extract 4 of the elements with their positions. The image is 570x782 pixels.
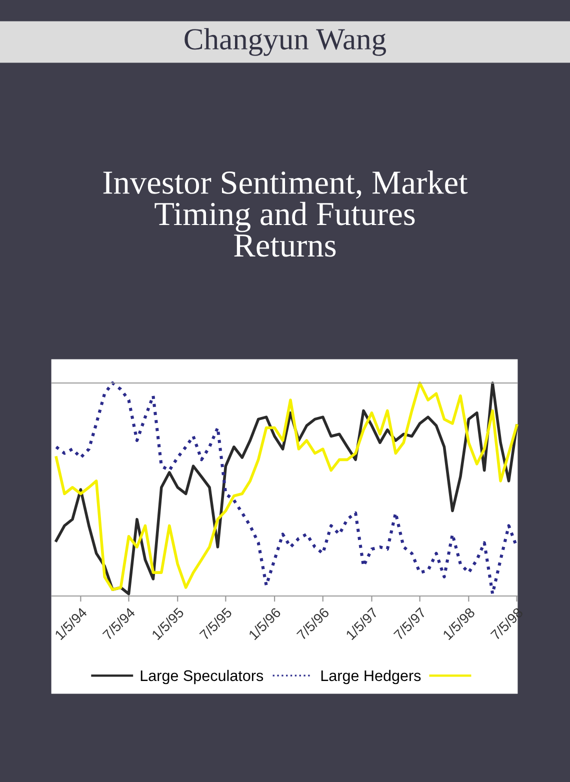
legend-label: Large Hedgers xyxy=(321,670,421,684)
chart-subtitle: Changyun Wang xyxy=(184,28,386,56)
legend-label: Large Speculators xyxy=(140,670,264,684)
chart-title: Investor Sentiment, Market Timing and Futures Returns xyxy=(103,170,468,257)
